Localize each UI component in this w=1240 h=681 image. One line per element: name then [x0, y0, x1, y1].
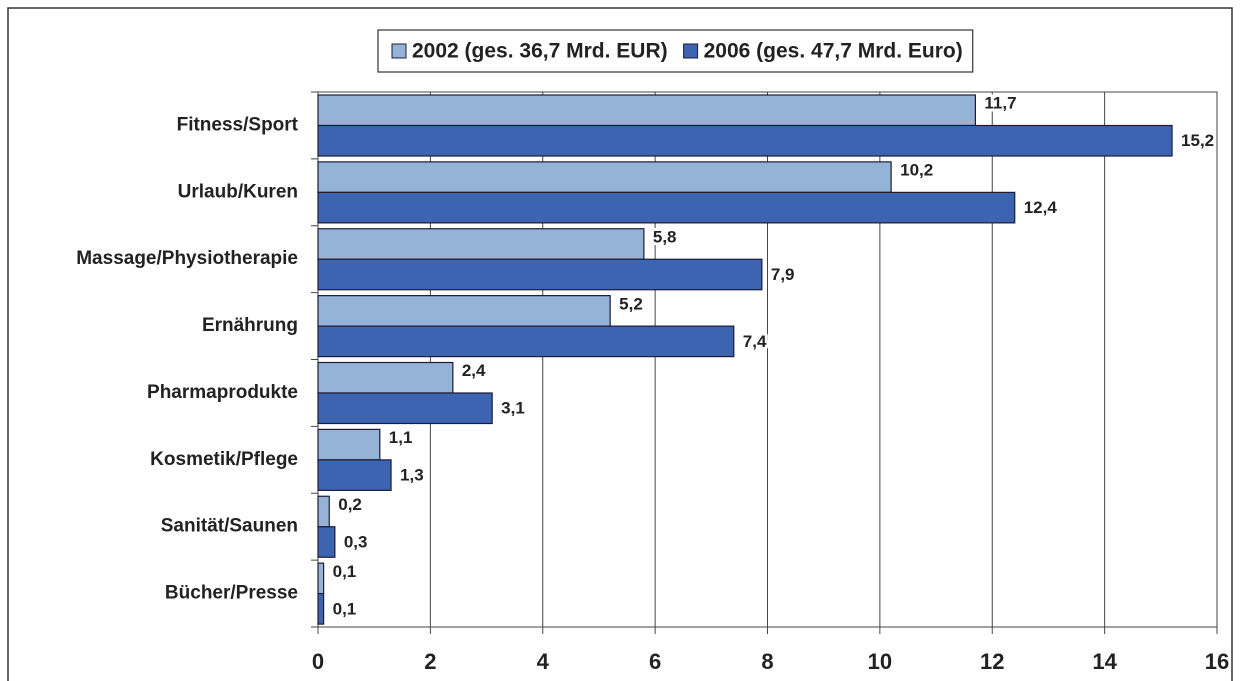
y-tick-label: Ernährung: [202, 315, 298, 336]
bar: [317, 459, 392, 491]
y-tick-label: Fitness/Sport: [177, 114, 299, 135]
x-tick-label: 0: [312, 649, 324, 674]
bar: [317, 392, 493, 425]
data-label: 1,1: [389, 428, 413, 447]
y-tick-label: Pharmaprodukte: [147, 382, 298, 403]
legend-label: 2006 (ges. 47,7 Mrd. Euro): [704, 40, 963, 63]
data-label: 0,3: [344, 532, 368, 551]
bar: [317, 295, 611, 327]
data-label: 0,2: [338, 495, 362, 514]
data-label: 12,4: [1024, 198, 1058, 217]
x-tick-label: 10: [868, 649, 892, 674]
legend-label: 2002 (ges. 36,7 Mrd. EUR): [412, 40, 668, 63]
y-tick-label: Sanität/Saunen: [161, 516, 298, 537]
x-tick-label: 16: [1205, 649, 1229, 674]
data-label: 7,9: [771, 265, 795, 284]
data-label: 11,7: [984, 94, 1016, 113]
bar: [317, 428, 381, 461]
bar: [317, 495, 330, 528]
legend-box: [377, 29, 974, 73]
x-tick-label: 14: [1092, 649, 1117, 674]
data-label: 15,2: [1181, 131, 1214, 150]
bar: [317, 94, 976, 127]
data-label: 5,8: [653, 227, 677, 246]
bar: [317, 258, 763, 291]
bar: [317, 325, 735, 358]
data-label: 0,1: [333, 599, 357, 618]
bar: [317, 593, 325, 625]
bar: [317, 228, 645, 260]
data-label: 3,1: [501, 399, 525, 418]
x-tick-label: 4: [537, 649, 550, 674]
data-label: 10,2: [900, 161, 933, 180]
x-tick-label: 2: [424, 649, 436, 674]
legend-swatch: [683, 43, 699, 59]
bar: [317, 361, 454, 394]
x-tick-label: 12: [980, 649, 1004, 674]
data-label: 0,1: [333, 562, 357, 581]
legend-swatch: [391, 43, 407, 59]
data-label: 5,2: [619, 294, 643, 313]
data-label: 2,4: [462, 361, 486, 380]
bar: [317, 191, 1016, 224]
y-tick-label: Massage/Physiotherapie: [76, 248, 298, 269]
x-tick-label: 8: [761, 649, 773, 674]
x-tick-label: 6: [649, 649, 661, 674]
bar: [317, 526, 336, 558]
data-label: 1,3: [400, 466, 424, 485]
bar: [317, 562, 325, 595]
bar: [317, 161, 892, 193]
y-tick-label: Urlaub/Kuren: [178, 181, 298, 202]
data-label: 7,4: [743, 332, 767, 351]
bar: [317, 124, 1173, 157]
y-tick-label: Bücher/Presse: [165, 583, 298, 604]
y-tick-label: Kosmetik/Pflege: [150, 449, 298, 470]
